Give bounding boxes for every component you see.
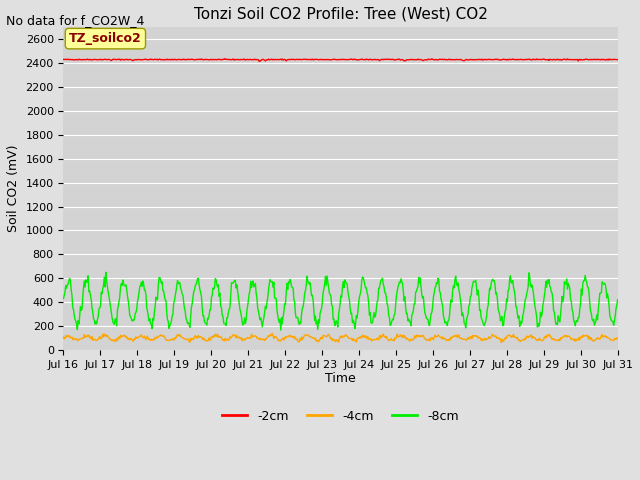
Title: Tonzi Soil CO2 Profile: Tree (West) CO2: Tonzi Soil CO2 Profile: Tree (West) CO2: [193, 7, 488, 22]
Text: No data for f_CO2W_4: No data for f_CO2W_4: [6, 14, 145, 27]
Legend: -2cm, -4cm, -8cm: -2cm, -4cm, -8cm: [217, 405, 464, 428]
X-axis label: Time: Time: [325, 372, 356, 385]
Y-axis label: Soil CO2 (mV): Soil CO2 (mV): [7, 145, 20, 232]
Text: TZ_soilco2: TZ_soilco2: [69, 32, 142, 45]
